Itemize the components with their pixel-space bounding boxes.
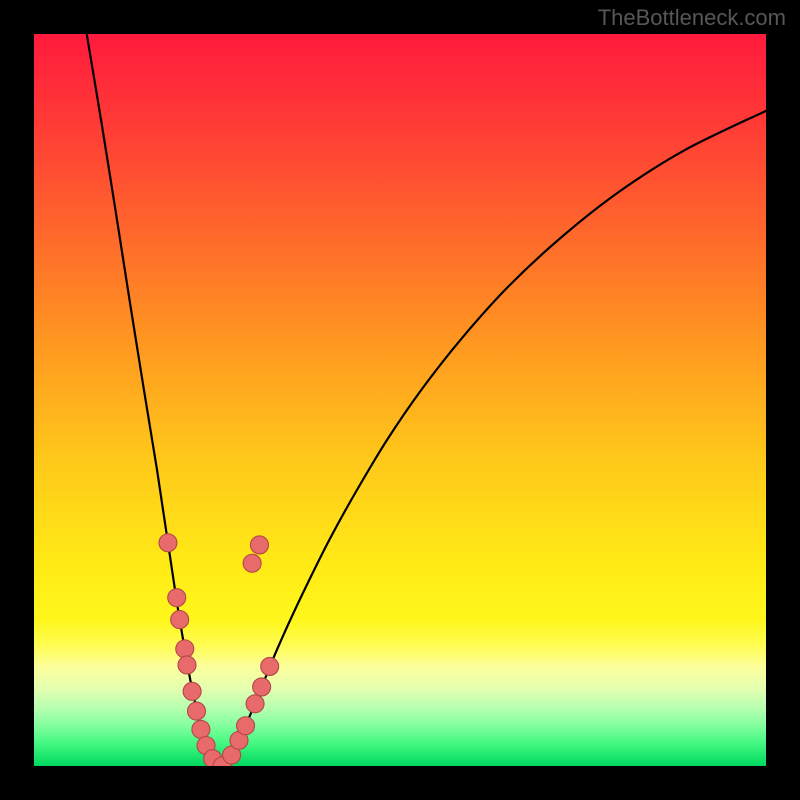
data-marker (176, 640, 194, 658)
data-marker (246, 695, 264, 713)
data-marker (261, 657, 279, 675)
data-marker (237, 717, 255, 735)
data-marker (188, 702, 206, 720)
data-marker (250, 536, 268, 554)
plot-area (34, 34, 766, 766)
data-marker (171, 611, 189, 629)
data-marker (192, 720, 210, 738)
data-marker (178, 656, 196, 674)
chart-container: TheBottleneck.com (0, 0, 800, 800)
data-marker (253, 678, 271, 696)
data-marker (243, 554, 261, 572)
data-marker (168, 589, 186, 607)
data-marker (159, 534, 177, 552)
curve-layer (34, 34, 766, 766)
watermark-text: TheBottleneck.com (598, 5, 786, 31)
data-marker (183, 682, 201, 700)
data-markers (159, 534, 279, 766)
